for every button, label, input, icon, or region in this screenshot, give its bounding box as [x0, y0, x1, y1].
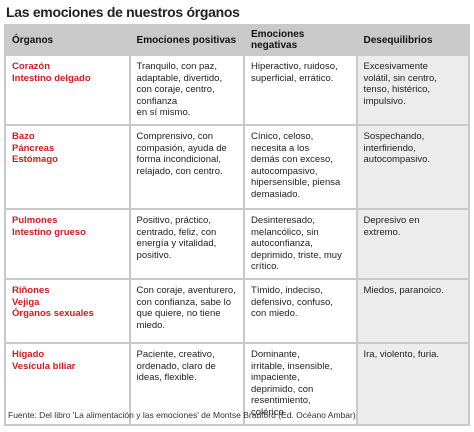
cell: Tranquilo, con paz, adaptable, divertido,…	[130, 56, 244, 124]
cell-line: Depresivo en	[363, 215, 420, 226]
cell: Desinteresado, melancólico, sin autoconfia…	[245, 210, 356, 278]
cell-line: Vejiga	[12, 296, 40, 308]
cell-line: Tímido, indeciso,	[251, 284, 323, 296]
cell-line: Dominante,	[251, 348, 300, 360]
row: Pulmones Intestino grueso Positivo, prácti…	[6, 210, 468, 278]
cell: Tímido, indeciso, defensivo, confuso, con …	[245, 279, 356, 342]
cell-line: Vesícula biliar	[12, 360, 76, 372]
cell: Hígado Vesícula biliar	[6, 343, 129, 424]
header-cell: Emociones negativas	[245, 26, 356, 54]
cell: Paciente, creativo, ordenado, claro de ide…	[130, 343, 244, 424]
cell-line: Pulmones	[12, 215, 58, 226]
cell: Depresivo en extremo.	[357, 210, 468, 278]
cell-line: centrado, feliz, con	[136, 226, 217, 238]
cell-line: Cínico, celoso,	[251, 131, 314, 142]
cell: Dominante, irritable, insensible, impacien…	[245, 343, 356, 424]
cell-line: forma incondicional,	[136, 154, 222, 166]
footer: Fuente: Del libro 'La alimentación y las…	[8, 410, 356, 420]
cell-line: adaptable, divertido,	[136, 72, 223, 84]
cell-line: Paciente, creativo,	[136, 348, 215, 360]
cell-line: impulsivo.	[363, 95, 406, 107]
cell-line: autocompasivo.	[363, 154, 431, 166]
cell: Hiperactivo, ruidoso, superficial, erráti…	[245, 56, 356, 124]
row: Corazón Intestino delgado Tranquilo, con p…	[6, 56, 468, 124]
cell: Riñones Vejiga Órganos sexuales	[6, 279, 129, 342]
cell-line: Miedos, paranoico.	[363, 284, 444, 296]
cell-line: ordenado, claro de	[136, 360, 216, 372]
cell: Bazo Páncreas Estómago	[6, 126, 129, 208]
cell: Sospechando, interfiriendo, autocompasivo.	[357, 126, 468, 208]
cell-line: Intestino delgado	[12, 72, 91, 84]
cell-line: positivo.	[136, 249, 172, 261]
table: Órganos Emociones positivas Emociones nega…	[4, 24, 470, 426]
cell-line: Sospechando,	[363, 131, 425, 142]
cell-line: Bazo	[12, 131, 35, 142]
cell-line: relajado, con centro.	[136, 165, 223, 177]
cell-line: energía y vitalidad,	[136, 238, 217, 250]
cell-line: crítico.	[251, 261, 279, 273]
cell-line: con miedo.	[251, 308, 298, 320]
cell-line: deprimido, con	[251, 383, 314, 395]
header-cell: Emociones positivas	[130, 26, 244, 54]
cell-line: Comprensivo, con	[136, 131, 214, 142]
cell-line: Hígado	[12, 348, 45, 360]
cell-line: Excesivamente	[363, 61, 428, 72]
cell: Cínico, celoso, necesita a los demás con e…	[245, 126, 356, 208]
cell-line: irritable, insensible,	[251, 360, 333, 372]
cell: Corazón Intestino delgado	[6, 56, 129, 124]
cell-line: Órganos sexuales	[12, 308, 94, 320]
header-row: Órganos Emociones positivas Emociones nega…	[6, 26, 468, 54]
cell: Con coraje, aventurero, con confianza, sa…	[130, 279, 244, 342]
title: Las emociones de nuestros órganos	[6, 4, 240, 20]
cell: Positivo, práctico, centrado, feliz, con e…	[130, 210, 244, 278]
cell-line: deprimido, triste, muy	[251, 249, 342, 261]
cell-line: colérico.	[251, 406, 287, 418]
cell-line: hipersensible, piensa	[251, 177, 341, 189]
cell-line: ideas, flexible.	[136, 372, 197, 384]
cell: Miedos, paranoico.	[357, 279, 468, 342]
row: Riñones Vejiga Órganos sexuales Con coraje,…	[6, 279, 468, 342]
cell: Comprensivo, con compasión, ayuda de forma…	[130, 126, 244, 208]
cell-line: Páncreas	[12, 142, 55, 154]
cell-line: melancólico, sin	[251, 226, 319, 238]
cell-line: volátil, sin centro,	[363, 72, 437, 84]
cell-line: compasión, ayuda de	[136, 142, 227, 154]
cell-line: Estómago	[12, 154, 58, 166]
cell-line: con confianza, sabe lo	[136, 296, 232, 308]
cell-line: defensivo, confuso,	[251, 296, 333, 308]
cell-line: resentimiento,	[251, 395, 311, 407]
cell-line: necesita a los	[251, 142, 310, 154]
cell-line: Hiperactivo, ruidoso,	[251, 61, 338, 72]
cell-line: miedo.	[136, 319, 166, 331]
cell-line: tenso, histérico,	[363, 84, 431, 96]
cell-line: en sí mismo.	[136, 107, 191, 119]
cell-line: Intestino grueso	[12, 226, 86, 238]
cell-line: con coraje, centro,	[136, 84, 215, 96]
cell-line: autocompasivo,	[251, 165, 318, 177]
cell-line: impaciente,	[251, 372, 300, 384]
header-cell: Desequilibrios	[357, 26, 468, 54]
cell-line: interfiriendo,	[363, 142, 416, 154]
row: Hígado Vesícula biliar Paciente, creativo,…	[6, 343, 468, 424]
cell: Pulmones Intestino grueso	[6, 210, 129, 278]
cell-line: que quiere, no tiene	[136, 308, 221, 320]
cell-line: superficial, errático.	[251, 72, 334, 84]
cell-line: Positivo, práctico,	[136, 215, 211, 226]
cell-line: Corazón	[12, 61, 50, 72]
cell-line: confianza	[136, 95, 178, 107]
cell-line: autoconfianza,	[251, 238, 313, 250]
cell-line: demasiado.	[251, 188, 301, 200]
cell: Excesivamente volátil, sin centro, tenso, …	[357, 56, 468, 124]
header-cell: Órganos	[6, 26, 129, 54]
row: Bazo Páncreas Estómago Comprensivo, con comp…	[6, 126, 468, 208]
cell-line: Con coraje, aventurero,	[136, 284, 236, 296]
cell-line: Desinteresado,	[251, 215, 315, 226]
cell-line: Tranquilo, con paz,	[136, 61, 217, 72]
cell-line: extremo.	[363, 226, 401, 238]
cell-line: Ira, violento, furia.	[363, 348, 440, 360]
cell-line: demás con exceso,	[251, 154, 333, 166]
cell-line: Riñones	[12, 284, 50, 296]
cell: Ira, violento, furia.	[357, 343, 468, 424]
